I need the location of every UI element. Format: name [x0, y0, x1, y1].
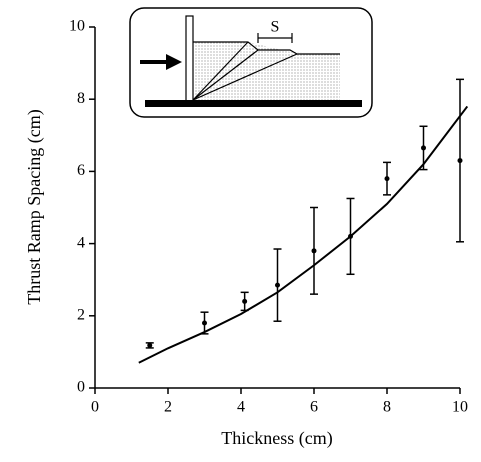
x-tick-label: 0 [91, 399, 99, 416]
y-axis-label: Thrust Ramp Spacing (cm) [24, 109, 45, 304]
y-tick-label: 0 [77, 379, 85, 396]
data-point [421, 145, 426, 151]
x-tick-label: 6 [310, 399, 318, 416]
data-point [311, 248, 317, 254]
y-tick-label: 6 [77, 162, 85, 179]
y-tick-label: 4 [77, 234, 85, 251]
x-tick-label: 10 [452, 399, 468, 416]
data-point [384, 176, 390, 182]
fit-curve [138, 105, 469, 364]
data-point [147, 342, 153, 348]
data-point [457, 158, 463, 164]
y-tick-label: 8 [77, 90, 85, 107]
inset-label: S [271, 19, 280, 36]
y-tick-label: 10 [69, 18, 85, 35]
x-tick-label: 8 [383, 399, 391, 416]
data-point [202, 320, 207, 326]
inset-diagram: S [129, 7, 373, 118]
y-tick-label: 2 [77, 306, 85, 323]
x-tick-label: 2 [164, 399, 172, 416]
data-point [242, 298, 248, 304]
data-point [275, 282, 280, 288]
x-axis-label: Thickness (cm) [221, 428, 332, 449]
x-tick-label: 4 [237, 399, 245, 416]
